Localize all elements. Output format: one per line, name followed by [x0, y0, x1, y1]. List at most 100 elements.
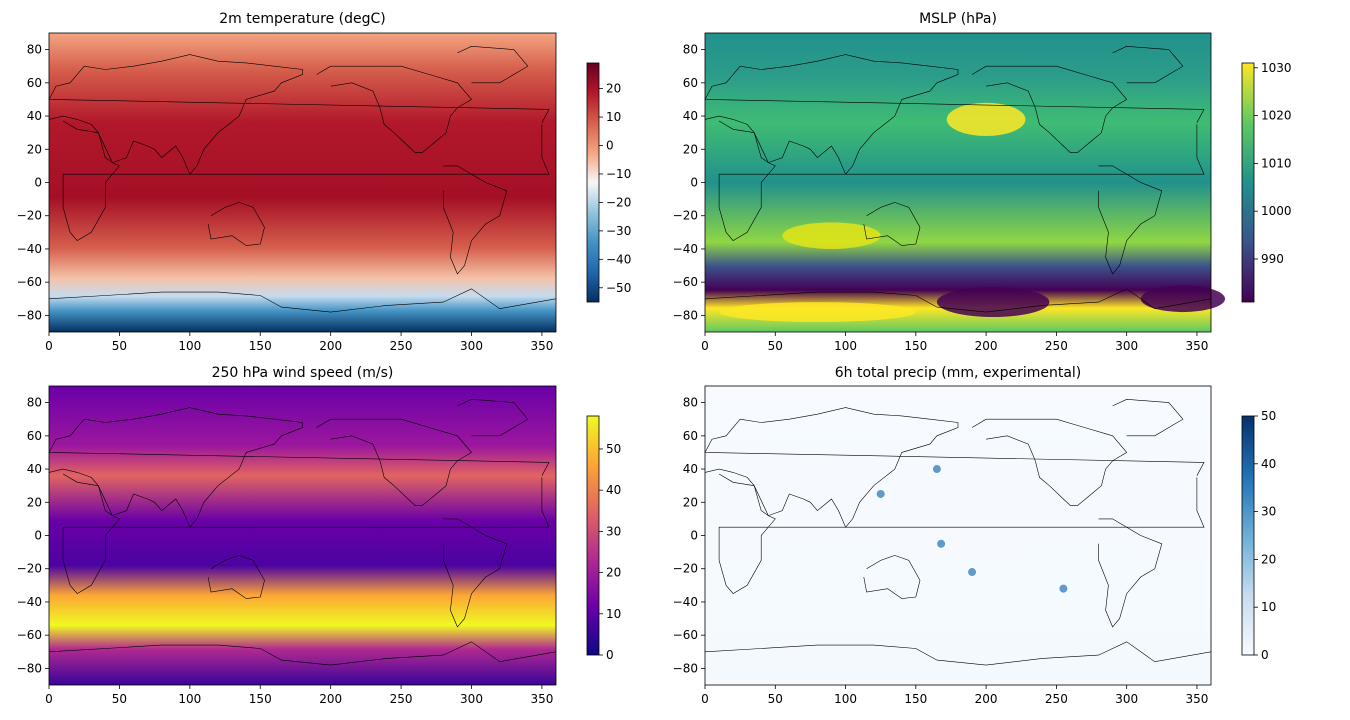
colorbar-tick-label: 10	[606, 110, 621, 124]
x-tick-label: 100	[834, 692, 857, 706]
x-tick-label: 100	[178, 339, 201, 353]
y-tick-label: 20	[683, 495, 698, 509]
y-tick-label: 80	[27, 396, 42, 410]
y-tick-label: 40	[27, 462, 42, 476]
y-tick-label: 0	[690, 529, 698, 543]
x-tick-label: 250	[390, 339, 413, 353]
colorbar-tick-label: −30	[606, 224, 631, 238]
y-tick-label: −60	[17, 628, 42, 642]
y-tick-label: −40	[673, 242, 698, 256]
y-tick-label: −60	[673, 628, 698, 642]
x-tick-label: 200	[319, 692, 342, 706]
x-tick-label: 350	[1185, 339, 1208, 353]
colorbar-tick-label: 10	[606, 607, 621, 621]
coastlines	[704, 398, 1212, 666]
coastlines	[48, 45, 557, 313]
colorbar	[1241, 62, 1255, 303]
y-tick-label: 80	[683, 43, 698, 57]
x-tick-label: 50	[768, 692, 783, 706]
y-tick-label: −40	[673, 595, 698, 609]
y-tick-label: −20	[673, 209, 698, 223]
y-tick-label: 40	[27, 109, 42, 123]
x-tick-label: 0	[45, 692, 53, 706]
colorbar-tick-label: 30	[1261, 505, 1276, 519]
x-tick-label: 250	[1045, 339, 1068, 353]
colorbar-tick-label: 1030	[1261, 61, 1292, 75]
colorbar-tick-label: −50	[606, 281, 631, 295]
y-tick-label: 60	[27, 429, 42, 443]
x-tick-label: 350	[530, 692, 553, 706]
chart-title-mslp: MSLP (hPa)	[919, 11, 997, 27]
x-tick-label: 150	[249, 692, 272, 706]
chart-temperature: 0 50 100 150 200 250 300 350806040200−20−40−60−…	[17, 32, 631, 353]
y-tick-label: −40	[17, 242, 42, 256]
y-tick-label: 60	[683, 429, 698, 443]
colorbar-tick-label: 990	[1261, 252, 1284, 266]
heatmap-field	[705, 33, 1211, 332]
colorbar	[586, 62, 600, 303]
y-tick-label: 0	[34, 529, 42, 543]
chart-wind: 0 50 100 150 200 250 300 350806040200−20−40−60−…	[17, 385, 621, 706]
colorbar-tick-label: 0	[606, 139, 614, 153]
colorbar-tick-label: 40	[1261, 457, 1276, 471]
y-tick-label: −20	[17, 562, 42, 576]
y-tick-label: 80	[27, 43, 42, 57]
x-tick-label: 250	[1045, 692, 1068, 706]
x-tick-label: 100	[178, 692, 201, 706]
x-tick-label: 50	[112, 692, 127, 706]
colorbar-tick-label: −40	[606, 252, 631, 266]
x-tick-label: 0	[701, 692, 709, 706]
y-tick-label: −80	[17, 308, 42, 322]
x-tick-label: 150	[904, 339, 927, 353]
colorbar-tick-label: 30	[606, 524, 621, 538]
x-tick-label: 100	[834, 339, 857, 353]
x-tick-label: 300	[460, 692, 483, 706]
colorbar-tick-label: 1000	[1261, 204, 1292, 218]
coastlines	[48, 398, 557, 666]
colorbar-tick-label: 40	[606, 483, 621, 497]
colorbar-tick-label: 0	[1261, 648, 1269, 662]
y-tick-label: 60	[683, 76, 698, 90]
chart-title-precip: 6h total precip (mm, experimental)	[834, 365, 1082, 381]
x-tick-label: 300	[1115, 339, 1138, 353]
y-tick-label: −80	[673, 308, 698, 322]
y-tick-label: 20	[27, 142, 42, 156]
colorbar-tick-label: 20	[606, 82, 621, 96]
chart-title-temperature: 2m temperature (degC)	[219, 11, 386, 27]
x-tick-label: 200	[975, 692, 998, 706]
y-tick-label: 40	[683, 109, 698, 123]
heatmap-field	[705, 386, 1211, 685]
colorbar-tick-label: 20	[606, 566, 621, 580]
x-tick-label: 250	[390, 692, 413, 706]
chart-mslp: 0 50 100 150 200 250 300 350806040200−20−40−60−…	[673, 32, 1292, 353]
chart-title-wind: 250 hPa wind speed (m/s)	[211, 365, 394, 381]
y-tick-label: −60	[673, 275, 698, 289]
y-tick-label: −60	[17, 275, 42, 289]
colorbar-tick-label: 10	[1261, 600, 1276, 614]
y-tick-label: 0	[690, 176, 698, 190]
coastlines	[704, 45, 1212, 313]
x-tick-label: 50	[768, 339, 783, 353]
x-tick-label: 0	[45, 339, 53, 353]
x-tick-label: 300	[1115, 692, 1138, 706]
colorbar	[586, 415, 600, 656]
colorbar-tick-label: −10	[606, 167, 631, 181]
colorbar	[1241, 415, 1255, 656]
x-tick-label: 200	[319, 339, 342, 353]
colorbar-tick-label: 50	[1261, 409, 1276, 423]
y-tick-label: 80	[683, 396, 698, 410]
y-tick-label: 0	[34, 176, 42, 190]
x-tick-label: 0	[701, 339, 709, 353]
y-tick-label: 20	[683, 142, 698, 156]
colorbar-tick-label: 1010	[1261, 156, 1292, 170]
x-tick-label: 350	[1185, 692, 1208, 706]
y-tick-label: 60	[27, 76, 42, 90]
y-tick-label: 40	[683, 462, 698, 476]
colorbar-tick-label: 1020	[1261, 109, 1292, 123]
y-tick-label: 20	[27, 495, 42, 509]
colorbar-tick-label: 20	[1261, 552, 1276, 566]
colorbar-tick-label: 50	[606, 442, 621, 456]
colorbar-tick-label: −20	[606, 195, 631, 209]
x-tick-label: 350	[530, 339, 553, 353]
